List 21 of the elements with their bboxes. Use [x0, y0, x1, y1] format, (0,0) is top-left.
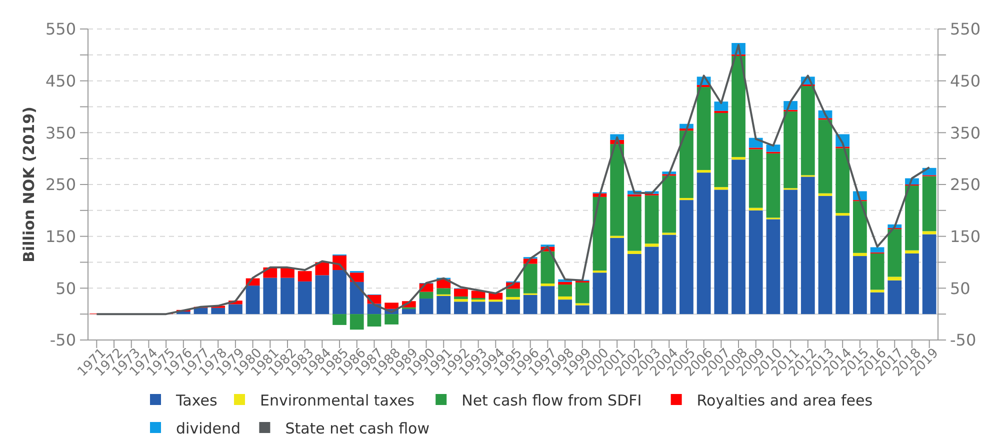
legend-label: Taxes — [175, 391, 218, 410]
legend-label: Royalties and area fees — [696, 391, 873, 410]
legend-label: State net cash flow — [285, 419, 430, 437]
y-tick-label: 350 — [45, 123, 76, 142]
y2-tick-label: 450 — [950, 71, 981, 90]
legend-label: Net cash flow from SDFI — [462, 391, 642, 410]
y-tick-label: 150 — [45, 226, 76, 246]
y-tick-label: -50 — [50, 330, 76, 350]
y2-tick-label: 250 — [950, 175, 981, 194]
y-tick-label: 450 — [45, 71, 76, 90]
y2-tick-label: 150 — [950, 226, 981, 246]
y-tick-label: 550 — [45, 20, 76, 39]
y2-tick-label: 350 — [950, 123, 981, 142]
y-axis-title: Billion NOK (2019) — [20, 106, 38, 262]
legend-label: dividend — [176, 419, 241, 437]
legend-label: Environmental taxes — [260, 391, 415, 410]
y2-tick-label: 50 — [950, 278, 970, 298]
y-tick-label: 50 — [56, 278, 76, 298]
y2-tick-label: 550 — [950, 20, 981, 39]
y-tick-label: 250 — [45, 175, 76, 194]
y2-tick-label: -50 — [950, 330, 976, 350]
